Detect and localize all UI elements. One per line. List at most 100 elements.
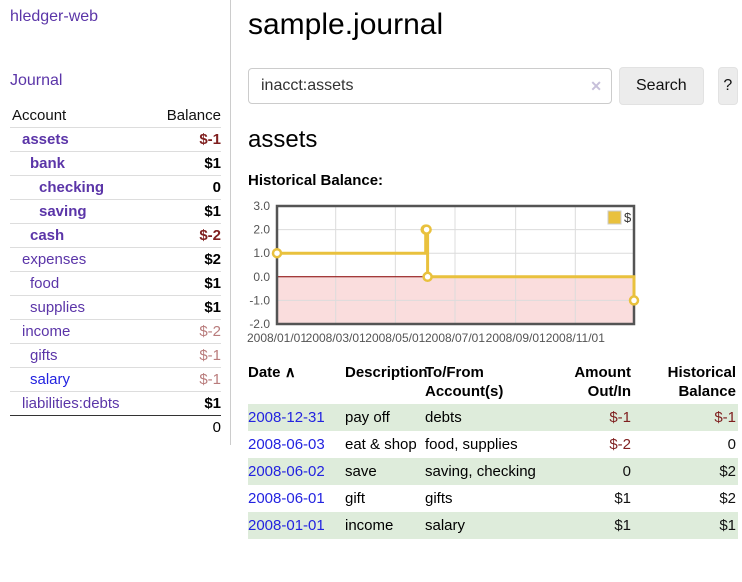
- register-table: Date ∧ Description To/From Account(s) Am…: [248, 361, 738, 539]
- accounts-table: Account Balance assets $-1 bank $1 check…: [10, 105, 221, 439]
- svg-text:2008/09/01: 2008/09/01: [486, 331, 546, 345]
- transaction-accounts: gifts: [425, 490, 453, 507]
- transaction-date-link[interactable]: 2008-06-03: [248, 436, 325, 453]
- accounts-total-row: 0: [10, 415, 221, 439]
- nav-journal-link[interactable]: Journal: [10, 72, 63, 89]
- historical-balance-chart: $3.0 2.0 1.0 0.0 -1.0 -2.02008/01/012008/03/0…: [247, 201, 640, 345]
- transaction-accounts: food, supplies: [425, 436, 518, 453]
- svg-text:2008/01/01: 2008/01/01: [247, 331, 307, 345]
- svg-text:$: $: [624, 210, 632, 225]
- account-balance: $1: [204, 395, 221, 412]
- svg-text:-1.0: -1.0: [249, 293, 270, 307]
- transaction-amount: $1: [614, 517, 631, 534]
- column-header-accounts: To/From Account(s): [425, 364, 504, 400]
- transaction-amount: 0: [622, 463, 631, 480]
- balance-column-header: Balance: [166, 107, 221, 124]
- main-content: sample.journal ✕ Search ? assets Histori…: [247, 0, 738, 539]
- sidebar-item-cash: cash $-2: [10, 223, 221, 247]
- svg-text:2008/03/01: 2008/03/01: [306, 331, 366, 345]
- account-balance: $2: [204, 251, 221, 268]
- account-link[interactable]: salary: [30, 371, 71, 388]
- account-heading: assets: [248, 126, 318, 153]
- account-balance: 0: [212, 179, 221, 196]
- account-balance: $1: [204, 299, 221, 316]
- transaction-balance: $-1: [714, 409, 736, 426]
- transaction-amount: $1: [614, 490, 631, 507]
- search-button[interactable]: Search: [619, 67, 704, 105]
- transaction-date-link[interactable]: 2008-12-31: [248, 409, 325, 426]
- column-header-amount: Amount Out/In: [574, 364, 631, 400]
- account-link[interactable]: expenses: [22, 251, 87, 268]
- transaction-accounts: salary: [425, 517, 466, 534]
- account-balance: $1: [204, 203, 221, 220]
- transaction-balance: 0: [727, 436, 736, 453]
- column-header-date[interactable]: Date ∧: [248, 364, 296, 381]
- svg-text:2008/07/01: 2008/07/01: [425, 331, 485, 345]
- account-link[interactable]: cash: [30, 227, 65, 244]
- accounts-total: 0: [212, 419, 221, 436]
- register-row: 2008-12-31 pay off debts $-1 $-1: [248, 404, 738, 431]
- sidebar-item-saving: saving $1: [10, 199, 221, 223]
- register-row: 2008-06-03 eat & shop food, supplies $-2…: [248, 431, 738, 458]
- transaction-date-link[interactable]: 2008-01-01: [248, 517, 325, 534]
- transaction-description: income: [345, 517, 394, 534]
- sidebar-item-assets: assets $-1: [10, 127, 221, 151]
- account-link[interactable]: checking: [39, 179, 105, 196]
- account-link[interactable]: liabilities:debts: [22, 395, 120, 412]
- column-header-description: Description: [345, 364, 428, 381]
- sidebar-item-gifts: gifts $-1: [10, 343, 221, 367]
- page-title: sample.journal: [248, 8, 444, 41]
- transaction-description: save: [345, 463, 377, 480]
- transaction-balance: $1: [719, 517, 736, 534]
- account-balance: $-1: [199, 131, 221, 148]
- account-link[interactable]: saving: [39, 203, 87, 220]
- account-balance: $1: [204, 275, 221, 292]
- search-input[interactable]: [248, 68, 612, 104]
- chart-container: $3.0 2.0 1.0 0.0 -1.0 -2.0 2008/01/01 2008/03/0…: [247, 201, 738, 348]
- svg-text:-2.0: -2.0: [249, 317, 270, 331]
- sidebar-item-liabilities-debts: liabilities:debts $1: [10, 391, 221, 415]
- account-link[interactable]: food: [30, 275, 60, 292]
- transaction-accounts: saving, checking: [425, 463, 536, 480]
- account-link[interactable]: bank: [30, 155, 66, 172]
- account-link[interactable]: income: [22, 323, 71, 340]
- account-link[interactable]: gifts: [30, 347, 58, 364]
- accounts-column-header: Account: [12, 107, 67, 124]
- sort-ascending-icon: ∧: [284, 364, 296, 381]
- svg-text:1.0: 1.0: [253, 246, 270, 260]
- transaction-description: gift: [345, 490, 366, 507]
- clear-search-icon[interactable]: ✕: [590, 78, 602, 94]
- help-button[interactable]: ?: [717, 67, 738, 105]
- svg-text:3.0: 3.0: [253, 201, 270, 213]
- svg-text:2008/05/01: 2008/05/01: [365, 331, 425, 345]
- account-balance: $-2: [199, 227, 221, 244]
- transaction-balance: $2: [719, 463, 736, 480]
- app-brand-link[interactable]: hledger-web: [10, 8, 99, 25]
- chart-heading: Historical Balance:: [248, 172, 384, 189]
- svg-text:2.0: 2.0: [253, 223, 270, 237]
- transaction-description: pay off: [345, 409, 390, 426]
- sidebar-item-supplies: supplies $1: [10, 295, 221, 319]
- sidebar-item-food: food $1: [10, 271, 221, 295]
- sidebar-item-checking: checking 0: [10, 175, 221, 199]
- svg-text:0.0: 0.0: [253, 270, 270, 284]
- register-row: 2008-01-01 income salary $1 $1: [248, 512, 738, 539]
- transaction-description: eat & shop: [345, 436, 417, 453]
- account-balance: $-1: [199, 371, 221, 388]
- sidebar-item-expenses: expenses $2: [10, 247, 221, 271]
- sidebar-item-income: income $-2: [10, 319, 221, 343]
- transaction-amount: $-2: [609, 436, 631, 453]
- account-balance: $-1: [199, 347, 221, 364]
- account-balance: $1: [204, 155, 221, 172]
- register-row: 2008-06-01 gift gifts $1 $2: [248, 485, 738, 512]
- transaction-date-link[interactable]: 2008-06-01: [248, 490, 325, 507]
- accounts-table-header: Account Balance: [10, 105, 221, 127]
- transaction-date-link[interactable]: 2008-06-02: [248, 463, 325, 480]
- transaction-balance: $2: [719, 490, 736, 507]
- account-link[interactable]: assets: [22, 131, 69, 148]
- account-balance: $-2: [199, 323, 221, 340]
- account-link[interactable]: supplies: [30, 299, 86, 316]
- transaction-accounts: debts: [425, 409, 462, 426]
- sidebar-item-salary: salary $-1: [10, 367, 221, 391]
- transaction-amount: $-1: [609, 409, 631, 426]
